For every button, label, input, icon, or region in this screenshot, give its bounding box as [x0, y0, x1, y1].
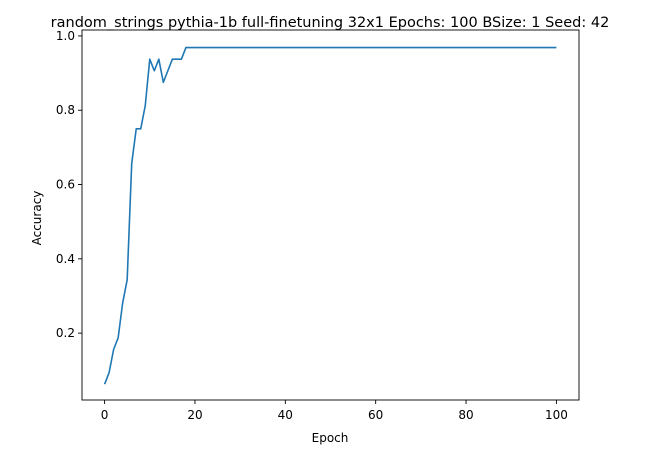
chart-title: random_strings pythia-1b full-finetuning…: [51, 15, 610, 31]
x-tick-label: 0: [101, 408, 109, 422]
y-axis-ticks: 0.2 0.4 0.6 0.8 1.0: [56, 29, 82, 340]
x-tick-label: 40: [278, 408, 293, 422]
x-tick-label: 60: [368, 408, 383, 422]
x-axis-title: Epoch: [312, 431, 349, 445]
x-axis-ticks: 0 20 40 60 80 100: [101, 400, 568, 422]
y-tick-label: 1.0: [56, 29, 75, 43]
y-axis-title: Accuracy: [30, 191, 44, 246]
accuracy-line: [103, 46, 557, 385]
y-tick-label: 0.2: [56, 326, 75, 340]
plot-frame: [81, 29, 580, 401]
y-tick-label: 0.8: [56, 103, 75, 117]
y-tick-label: 0.4: [56, 252, 75, 266]
x-tick-label: 20: [187, 408, 202, 422]
x-tick-label: 80: [458, 408, 473, 422]
x-tick-label: 100: [545, 408, 568, 422]
y-tick-label: 0.6: [56, 178, 75, 192]
